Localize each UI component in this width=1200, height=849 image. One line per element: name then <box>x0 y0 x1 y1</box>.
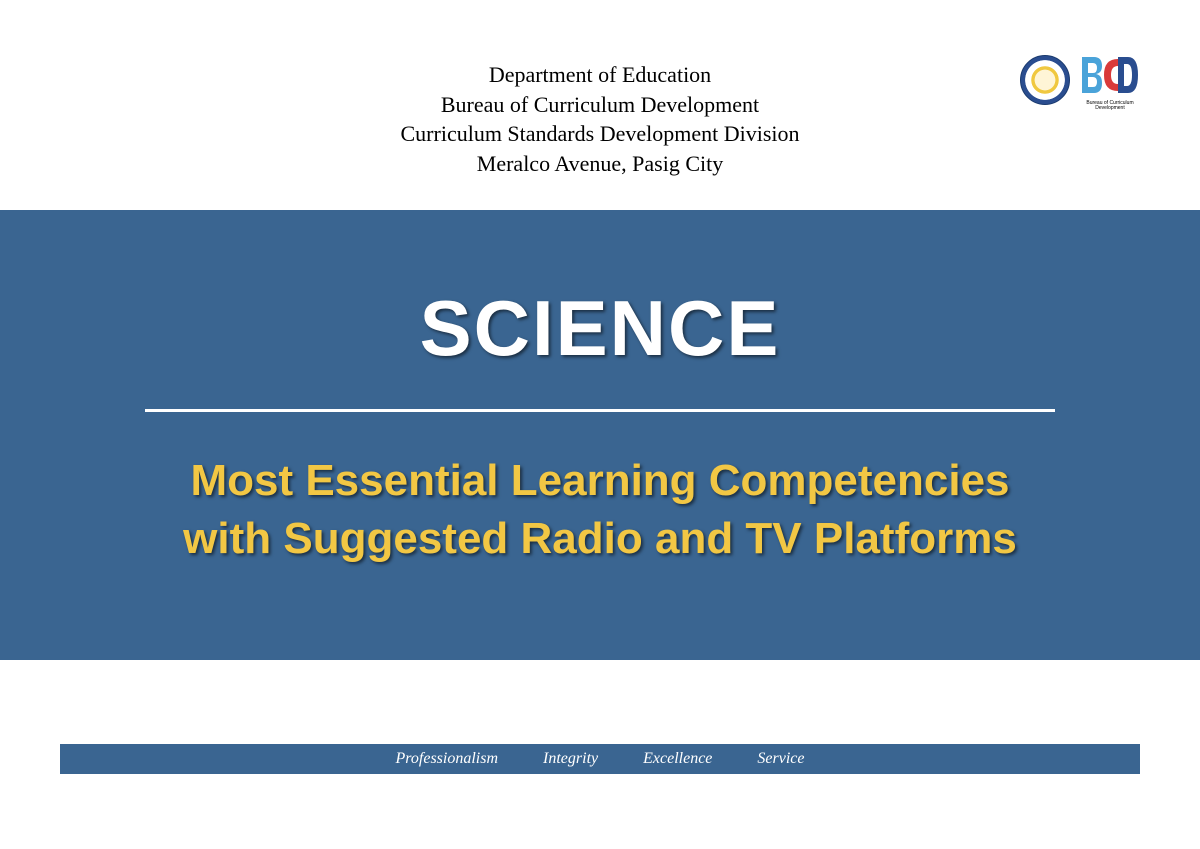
footer-value-4: Service <box>757 750 804 768</box>
deped-seal-icon <box>1020 55 1070 105</box>
bcd-logo-icon: Bureau of Curriculum Development <box>1080 55 1140 105</box>
subject-title: SCIENCE <box>420 283 781 374</box>
header-line-4: Meralco Avenue, Pasig City <box>0 149 1200 179</box>
title-divider <box>145 409 1055 412</box>
subtitle-line-2: with Suggested Radio and TV Platforms <box>183 510 1017 567</box>
footer-bar: Professionalism Integrity Excellence Ser… <box>60 744 1140 774</box>
logo-group: Bureau of Curriculum Development <box>1020 55 1140 105</box>
main-panel: SCIENCE Most Essential Learning Competen… <box>0 210 1200 660</box>
bcd-caption: Bureau of Curriculum Development <box>1080 101 1140 111</box>
footer-value-2: Integrity <box>543 750 598 768</box>
header-line-3: Curriculum Standards Development Divisio… <box>0 119 1200 149</box>
subtitle-line-1: Most Essential Learning Competencies <box>183 452 1017 509</box>
subtitle: Most Essential Learning Competencies wit… <box>183 452 1017 566</box>
footer-value-3: Excellence <box>643 750 712 768</box>
footer-value-1: Professionalism <box>396 750 499 768</box>
